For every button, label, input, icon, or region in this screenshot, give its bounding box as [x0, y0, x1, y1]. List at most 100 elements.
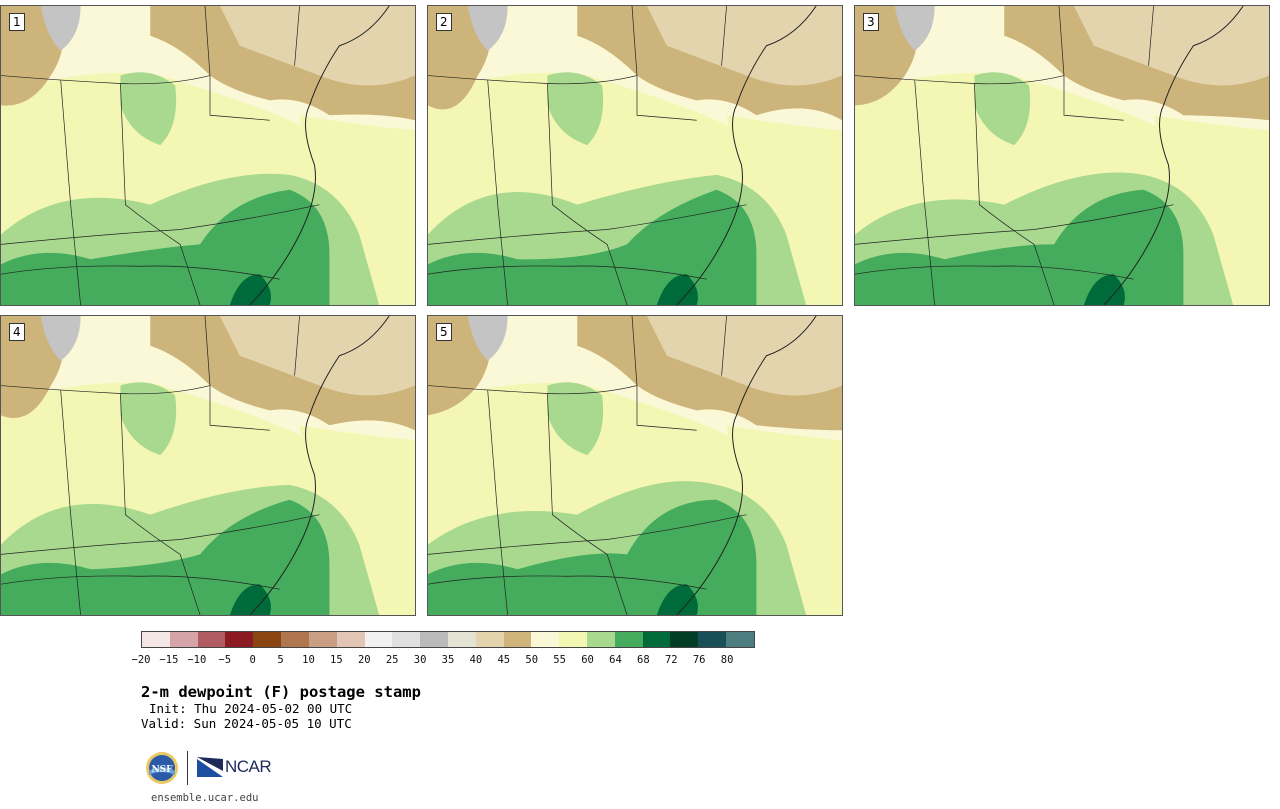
state-border	[974, 83, 1055, 305]
coastline	[676, 316, 817, 615]
website-link[interactable]: ensemble.ucar.edu	[151, 792, 259, 804]
state-border	[428, 575, 707, 590]
colorbar-tick-label: −15	[159, 654, 179, 666]
tan-new-england	[219, 6, 415, 86]
state-border	[487, 390, 508, 615]
dark-green-core	[656, 584, 698, 615]
state-border	[1, 575, 280, 590]
state-border	[60, 80, 81, 305]
colorbar-tick-label: 72	[664, 654, 678, 666]
colorbar-tick-label: 45	[497, 654, 511, 666]
coastline	[249, 316, 390, 615]
colorbar-tick-label: −10	[187, 654, 207, 666]
tan-new-england	[219, 316, 415, 396]
light-green-ohio	[547, 382, 604, 456]
colorbar-swatch	[726, 632, 754, 647]
dewpoint-map	[428, 316, 842, 615]
ncar-logo[interactable]: NCAR	[197, 757, 272, 777]
colorbar-tick-label: 25	[385, 654, 399, 666]
state-border	[1148, 6, 1154, 66]
colorbar-swatch	[281, 632, 309, 647]
state-border	[1, 514, 320, 555]
state-border	[1, 265, 280, 280]
panel-number-label: 2	[436, 13, 452, 31]
colorbar-tick-label: 30	[413, 654, 427, 666]
colorbar-tick-label: 68	[637, 654, 650, 666]
colorbar-tick-label: 80	[720, 654, 734, 666]
postage-stamp-panel-5[interactable]: 5	[427, 315, 843, 616]
colorbar-swatch	[503, 632, 532, 647]
nsf-logo-text: NSF	[151, 765, 173, 775]
colorbar-tick-label: 60	[581, 654, 594, 666]
colorbar-swatch	[308, 632, 337, 647]
state-border	[855, 204, 1174, 245]
state-border	[294, 316, 300, 376]
nsf-logo[interactable]: NSF	[145, 751, 179, 785]
state-border	[855, 265, 1134, 280]
light-green-ohio	[974, 72, 1031, 146]
dark-green-core	[229, 274, 271, 305]
colorbar-swatch	[364, 632, 393, 647]
tan-new-england	[646, 316, 842, 396]
state-border	[428, 204, 747, 245]
state-border	[547, 393, 628, 615]
colorbar-tick-label: 64	[609, 654, 622, 666]
colorbar-swatch	[336, 632, 365, 647]
dewpoint-map	[428, 6, 842, 305]
postage-stamp-panel-1[interactable]: 1	[0, 5, 416, 306]
gray-great-lakes	[894, 6, 935, 51]
colorbar-swatch	[142, 632, 170, 647]
colorbar-swatch	[698, 632, 727, 647]
coastline	[676, 6, 817, 305]
ncar-logo-mark-icon	[197, 757, 223, 777]
ncar-logo-text: NCAR	[225, 757, 272, 776]
state-border	[204, 316, 211, 386]
colorbar-tick-label: 5	[277, 654, 284, 666]
colorbar-swatch	[670, 632, 699, 647]
panel-number-label: 5	[436, 323, 452, 341]
colorbar-tick-label: 35	[441, 654, 455, 666]
coastline	[249, 6, 390, 305]
colorbar-tick-label: 10	[302, 654, 315, 666]
colorbar	[141, 631, 755, 648]
state-border	[547, 83, 628, 305]
colorbar-tick-label: 76	[692, 654, 706, 666]
gray-great-lakes	[467, 6, 508, 51]
valid-time: Valid: Sun 2024-05-05 10 UTC	[141, 716, 352, 731]
state-border	[294, 6, 300, 66]
state-border	[1, 204, 320, 245]
state-border	[428, 514, 747, 555]
state-border	[204, 6, 211, 76]
state-border	[721, 6, 727, 66]
colorbar-tick-label: 50	[525, 654, 539, 666]
gray-great-lakes	[467, 316, 508, 361]
tan-new-england	[646, 6, 842, 86]
postage-stamp-panel-3[interactable]: 3	[854, 5, 1270, 306]
dark-green-core	[1083, 274, 1125, 305]
state-border	[487, 80, 508, 305]
colorbar-swatch	[475, 632, 504, 647]
colorbar-swatch	[587, 632, 615, 647]
colorbar-tick-label: 15	[330, 654, 343, 666]
colorbar-swatch	[197, 632, 226, 647]
gray-great-lakes	[40, 6, 81, 51]
state-border	[60, 390, 81, 615]
dark-green-core	[656, 274, 698, 305]
postage-stamp-panel-4[interactable]: 4	[0, 315, 416, 616]
logo-divider	[187, 751, 188, 785]
dewpoint-map	[855, 6, 1269, 305]
state-border	[721, 316, 727, 376]
colorbar-swatch	[642, 632, 671, 647]
light-green-ohio	[120, 382, 177, 456]
panel-number-label: 1	[9, 13, 25, 31]
dark-green-core	[229, 584, 271, 615]
figure-title: 2-m dewpoint (F) postage stamp	[141, 683, 421, 701]
state-border	[120, 83, 201, 305]
dewpoint-map	[1, 316, 415, 615]
postage-stamp-panel-2[interactable]: 2	[427, 5, 843, 306]
state-border	[914, 80, 935, 305]
colorbar-tick-label: 20	[357, 654, 371, 666]
colorbar-tick-label: −20	[131, 654, 151, 666]
colorbar-swatch	[253, 632, 282, 647]
light-green-ohio	[547, 72, 604, 146]
